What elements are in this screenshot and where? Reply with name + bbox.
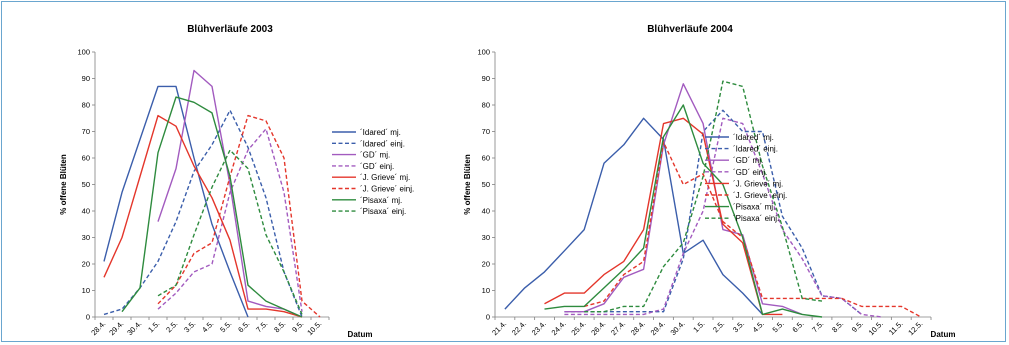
series-line-2 bbox=[564, 83, 803, 316]
x-tick-label: 29.4. bbox=[649, 319, 667, 337]
y-tick-label: 40 bbox=[482, 207, 490, 216]
series-line-3 bbox=[564, 117, 882, 318]
series-line-7 bbox=[157, 149, 303, 315]
x-tick-label: 9.5. bbox=[850, 319, 865, 334]
y-tick-label: 0 bbox=[86, 313, 90, 322]
y-tick-label: 70 bbox=[82, 127, 90, 136]
y-tick-label: 50 bbox=[482, 180, 490, 189]
y-tick-label: 10 bbox=[482, 286, 490, 295]
legend-label: ´Idared´ mj. bbox=[360, 128, 401, 137]
legend-label: ´Pisaxa´ mj. bbox=[360, 196, 402, 205]
y-tick-label: 90 bbox=[82, 74, 90, 83]
legend-label: ´Idared´ einj. bbox=[360, 139, 405, 148]
legend-label: ´GD´ einj. bbox=[733, 168, 767, 177]
x-tick-label: 10.5. bbox=[305, 319, 323, 337]
x-tick-label: 30.4. bbox=[125, 319, 143, 337]
legend-label: ´GD´ mj. bbox=[733, 156, 763, 165]
legend-label: ´GD´ mj. bbox=[360, 151, 390, 160]
x-tick-label: 26.4. bbox=[589, 319, 607, 337]
x-tick-label: 2.5. bbox=[711, 319, 726, 334]
x-tick-label: 5.5. bbox=[218, 319, 233, 334]
series-line-6 bbox=[121, 96, 303, 318]
chart-0: Blühverläufe 2003 0 10 20 30 40 50 60 70 80 90 100 2… bbox=[59, 24, 414, 339]
x-tick-label: 29.4. bbox=[107, 319, 125, 337]
x-tick-label: 6.5. bbox=[236, 319, 251, 334]
y-tick-label: 100 bbox=[477, 48, 490, 57]
x-tick-label: 6.5. bbox=[790, 319, 805, 334]
chart-title: Blühverläufe 2004 bbox=[647, 24, 733, 35]
legend-label: ´J. Grieve´ mj. bbox=[733, 179, 783, 188]
x-tick-label: 5.5. bbox=[771, 319, 786, 334]
legend-label: ´J. Grieve´ einj. bbox=[733, 191, 787, 200]
legend-label: ´GD´ einj. bbox=[360, 162, 394, 171]
y-tick-label: 30 bbox=[82, 233, 90, 242]
series-line-0 bbox=[103, 85, 249, 318]
x-tick-label: 4.5. bbox=[200, 319, 215, 334]
x-tick-label: 3.5. bbox=[731, 319, 746, 334]
x-tick-label: 8.5. bbox=[830, 319, 845, 334]
x-tick-label: 27.4. bbox=[609, 319, 627, 337]
legend-label: ´Pisaxa´ einj. bbox=[360, 207, 406, 216]
y-tick-label: 10 bbox=[82, 286, 90, 295]
series-line-3 bbox=[157, 128, 303, 312]
y-axis-title: % offene Blüten bbox=[59, 154, 68, 215]
y-tick-label: 80 bbox=[82, 101, 90, 110]
series-line-5 bbox=[157, 114, 321, 318]
x-tick-label: 9.5. bbox=[290, 319, 305, 334]
x-axis-title: Datum bbox=[348, 330, 373, 339]
x-tick-label: 11.5. bbox=[887, 319, 905, 337]
series-line-1 bbox=[103, 109, 303, 318]
x-tick-label: 12.5. bbox=[906, 319, 924, 337]
x-tick-label: 3.5. bbox=[182, 319, 197, 334]
x-axis-title: Datum bbox=[931, 330, 956, 339]
series-line-4 bbox=[103, 114, 303, 318]
x-tick-label: 30.4. bbox=[669, 319, 687, 337]
legend-label: ´Pisaxa´ einj. bbox=[733, 214, 779, 223]
x-tick-label: 7.5. bbox=[254, 319, 269, 334]
x-tick-label: 2.5. bbox=[164, 319, 179, 334]
x-tick-label: 25.4. bbox=[569, 319, 587, 337]
x-tick-label: 1.5. bbox=[691, 319, 706, 334]
y-tick-label: 80 bbox=[482, 101, 490, 110]
x-tick-label: 23.4. bbox=[530, 319, 548, 337]
legend-label: ´Pisaxa´ mj. bbox=[733, 203, 775, 212]
x-tick-label: 21.4. bbox=[490, 319, 508, 337]
series-line-1 bbox=[564, 109, 863, 315]
series-line-7 bbox=[584, 80, 823, 313]
y-tick-label: 50 bbox=[82, 180, 90, 189]
y-tick-label: 100 bbox=[77, 48, 90, 57]
y-tick-label: 60 bbox=[482, 154, 490, 163]
x-tick-label: 28.4. bbox=[629, 319, 647, 337]
legend-label: ´Idared´ einj. bbox=[733, 145, 778, 154]
y-tick-label: 60 bbox=[82, 154, 90, 163]
y-tick-label: 20 bbox=[482, 260, 490, 269]
legend-label: ´J. Grieve´ mj. bbox=[360, 173, 410, 182]
legend-label: ´J. Grieve´ einj. bbox=[360, 185, 414, 194]
x-tick-label: 24.4. bbox=[550, 319, 568, 337]
x-tick-label: 1.5. bbox=[146, 319, 161, 334]
y-tick-label: 70 bbox=[482, 127, 490, 136]
x-tick-label: 7.5. bbox=[810, 319, 825, 334]
x-tick-label: 8.5. bbox=[272, 319, 287, 334]
series-line-6 bbox=[544, 104, 823, 318]
legend-label: ´Idared´ mj. bbox=[733, 133, 774, 142]
series-line-5 bbox=[584, 141, 922, 318]
chart-1: Blühverläufe 2004 0 10 20 30 40 50 60 70 80 90 100 2… bbox=[463, 24, 955, 339]
y-tick-label: 40 bbox=[82, 207, 90, 216]
chart-title: Blühverläufe 2003 bbox=[187, 24, 273, 35]
y-tick-label: 0 bbox=[486, 313, 490, 322]
y-tick-label: 30 bbox=[482, 233, 490, 242]
series-line-4 bbox=[544, 117, 783, 316]
x-tick-label: 4.5. bbox=[751, 319, 766, 334]
series-line-2 bbox=[157, 69, 303, 318]
y-axis-title: % offene Blüten bbox=[463, 154, 472, 215]
x-tick-label: 28.4. bbox=[89, 319, 107, 337]
y-tick-label: 20 bbox=[82, 260, 90, 269]
x-tick-label: 10.5. bbox=[867, 319, 885, 337]
x-tick-label: 22.4. bbox=[510, 319, 528, 337]
y-tick-label: 90 bbox=[482, 74, 490, 83]
series-line-0 bbox=[504, 117, 764, 315]
